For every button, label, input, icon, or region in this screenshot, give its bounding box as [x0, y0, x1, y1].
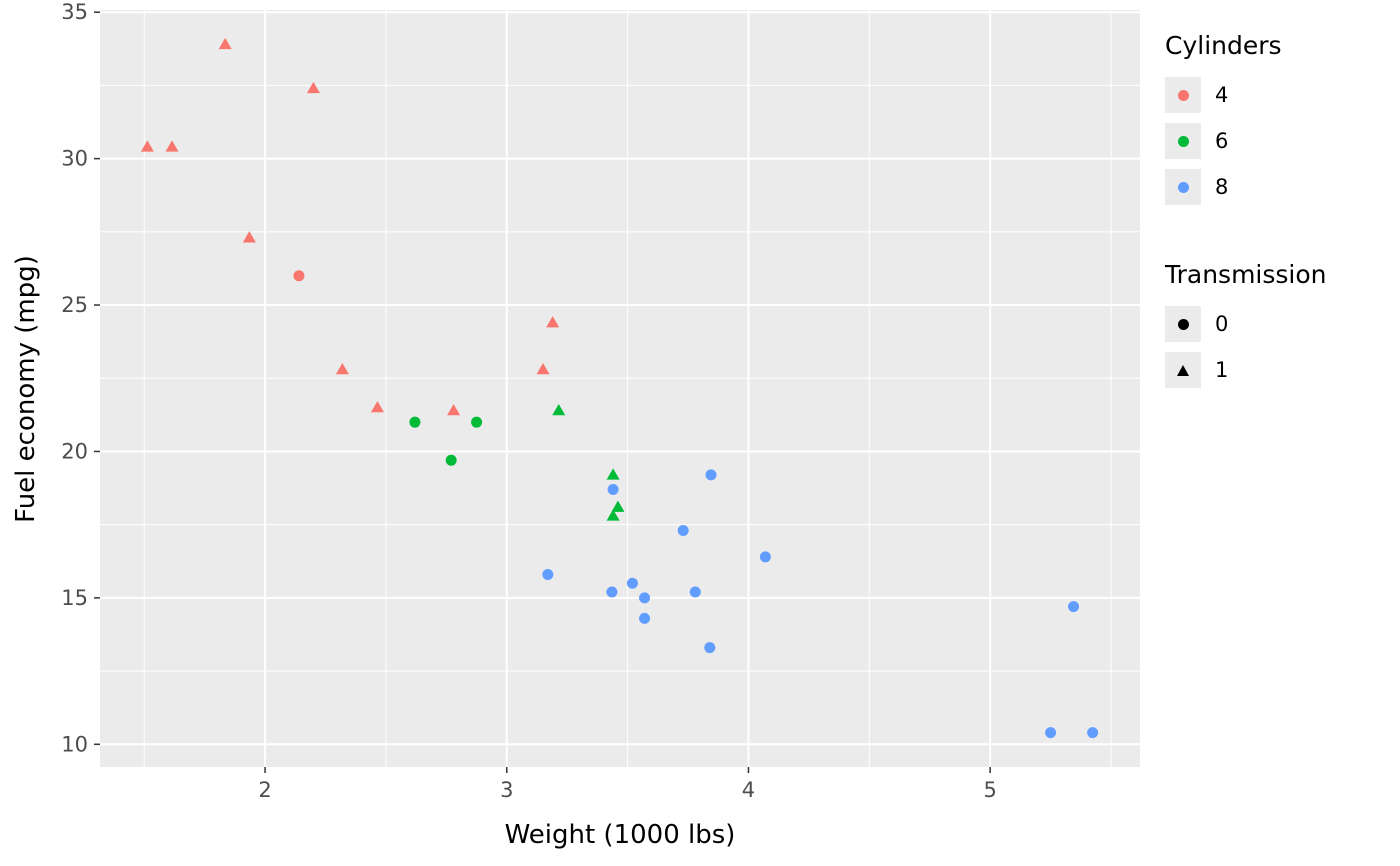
data-point-circle — [607, 484, 619, 496]
x-tick-label: 5 — [983, 778, 996, 802]
data-point-triangle — [606, 468, 620, 480]
data-point-triangle — [306, 81, 320, 94]
legend-entry-label: 0 — [1215, 312, 1229, 336]
data-point-triangle — [606, 509, 620, 521]
data-point-triangle — [218, 37, 232, 50]
legend-cylinders-title: Cylinders — [1165, 31, 1282, 60]
legend-entry-4: 4 — [1165, 77, 1400, 113]
y-tick-label: 15 — [61, 586, 88, 610]
data-point-circle — [1068, 601, 1080, 613]
data-point-triangle — [335, 362, 349, 375]
y-tick-label: 20 — [61, 439, 88, 463]
legend-transmission-title: Transmission — [1165, 260, 1327, 289]
data-point-circle — [639, 612, 651, 624]
data-point-triangle — [611, 500, 625, 512]
data-point-circle — [409, 416, 421, 428]
legend-entry-label: 4 — [1215, 83, 1229, 107]
legend-circle-icon — [1177, 89, 1189, 101]
legend-circle-icon — [1177, 318, 1189, 330]
data-point-circle — [1087, 727, 1099, 739]
plot-panel: 2 3 4 5 10 15 20 25 30 35 — [61, 0, 1140, 802]
legend-key — [1165, 77, 1201, 113]
x-tick-label: 2 — [258, 778, 271, 802]
x-tick-label: 4 — [742, 778, 755, 802]
x-axis-title: Weight (1000 lbs) — [504, 820, 736, 850]
legend-circle-icon — [1177, 135, 1189, 147]
data-point-circle — [705, 469, 717, 481]
data-point-circle — [677, 525, 689, 537]
data-point-circle — [445, 454, 457, 466]
legend-key — [1165, 169, 1201, 205]
data-point-triangle — [140, 140, 154, 152]
data-point-circle — [1045, 727, 1057, 739]
data-point-triangle — [552, 403, 566, 416]
data-point-circle — [639, 592, 651, 604]
data-point-circle — [689, 586, 701, 598]
legend-entry-0: 0 — [1165, 306, 1400, 342]
y-tick-label: 35 — [61, 0, 88, 24]
legend-circle-icon — [1177, 181, 1189, 193]
data-point-circle — [542, 568, 554, 580]
legend-key — [1165, 306, 1201, 342]
panel-background — [100, 10, 1140, 767]
legend-entry-label: 6 — [1215, 129, 1229, 153]
data-point-circle — [471, 416, 483, 428]
legend-entry-6: 6 — [1165, 123, 1400, 159]
data-point-circle — [626, 577, 638, 589]
legend-cylinders-entries: 4 6 8 — [1165, 77, 1400, 205]
legend-entry-label: 1 — [1215, 358, 1229, 382]
data-point-triangle — [546, 316, 560, 328]
data-point-triangle — [536, 362, 550, 375]
legend-cylinders: Cylinders 4 6 8 — [1165, 31, 1400, 205]
data-point-circle — [293, 270, 305, 282]
data-point-circle — [606, 586, 618, 598]
legend-entry-label: 8 — [1215, 175, 1229, 199]
y-tick-label: 10 — [61, 732, 88, 756]
y-tick-label: 25 — [61, 293, 88, 317]
data-point-triangle — [242, 231, 256, 243]
legend-triangle-icon — [1177, 364, 1189, 376]
data-point-circle — [704, 642, 716, 654]
x-tick-label: 3 — [500, 778, 513, 802]
data-point-triangle — [165, 140, 179, 152]
y-axis-title: Fuel economy (mpg) — [11, 255, 41, 523]
data-point-triangle — [447, 403, 461, 416]
data-point-circle — [759, 551, 771, 563]
y-tick-label: 30 — [61, 147, 88, 171]
legend-entry-1: 1 — [1165, 352, 1400, 388]
legend-key — [1165, 352, 1201, 388]
data-point-triangle — [370, 401, 384, 413]
legend-entry-8: 8 — [1165, 169, 1400, 205]
legend-key — [1165, 123, 1201, 159]
